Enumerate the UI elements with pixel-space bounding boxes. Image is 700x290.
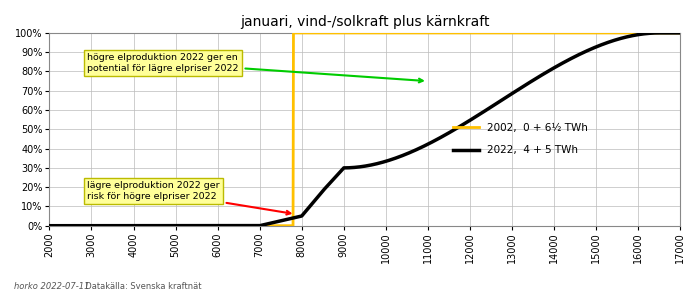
Title: januari, vind-/solkraft plus kärnkraft: januari, vind-/solkraft plus kärnkraft bbox=[240, 15, 489, 29]
Text: lägre elproduktion 2022 ger
risk för högre elpriser 2022: lägre elproduktion 2022 ger risk för hög… bbox=[88, 181, 290, 215]
Text: Datakälla: Svenska kraftnät: Datakälla: Svenska kraftnät bbox=[80, 282, 202, 290]
Text: högre elproduktion 2022 ger en
potential för lägre elpriser 2022: högre elproduktion 2022 ger en potential… bbox=[88, 53, 423, 82]
Legend: 2002,  0 + 6½ TWh, 2022,  4 + 5 TWh: 2002, 0 + 6½ TWh, 2022, 4 + 5 TWh bbox=[449, 119, 592, 160]
Text: horko 2022-07-11: horko 2022-07-11 bbox=[14, 282, 90, 290]
